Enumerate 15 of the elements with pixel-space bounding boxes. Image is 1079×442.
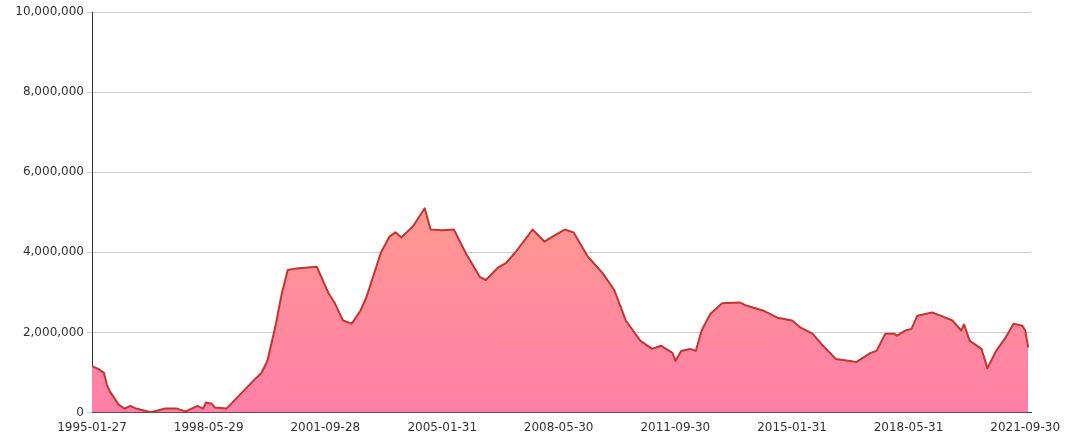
x-tick-label: 2005-01-31 [407, 419, 478, 434]
y-tick-label: 2,000,000 [22, 324, 84, 339]
x-tick-label: 2015-01-31 [757, 419, 827, 434]
y-tick-label: 4,000,000 [22, 244, 84, 259]
y-tick-label: 6,000,000 [22, 164, 84, 179]
x-tick-label: 2008-05-30 [523, 419, 594, 434]
x-tick-label: 1998-05-29 [173, 419, 244, 434]
x-tick-label: 2001-09-28 [290, 419, 361, 434]
y-tick-label: 0 [76, 404, 84, 419]
x-tick-label: 2018-05-31 [873, 419, 944, 434]
x-tick-label: 1995-01-27 [57, 419, 127, 434]
y-tick-label: 10,000,000 [15, 4, 84, 19]
x-tick-label: 2011-09-30 [640, 419, 711, 434]
y-tick-label: 8,000,000 [22, 84, 84, 99]
x-tick-label: 2021-09-30 [990, 419, 1061, 434]
